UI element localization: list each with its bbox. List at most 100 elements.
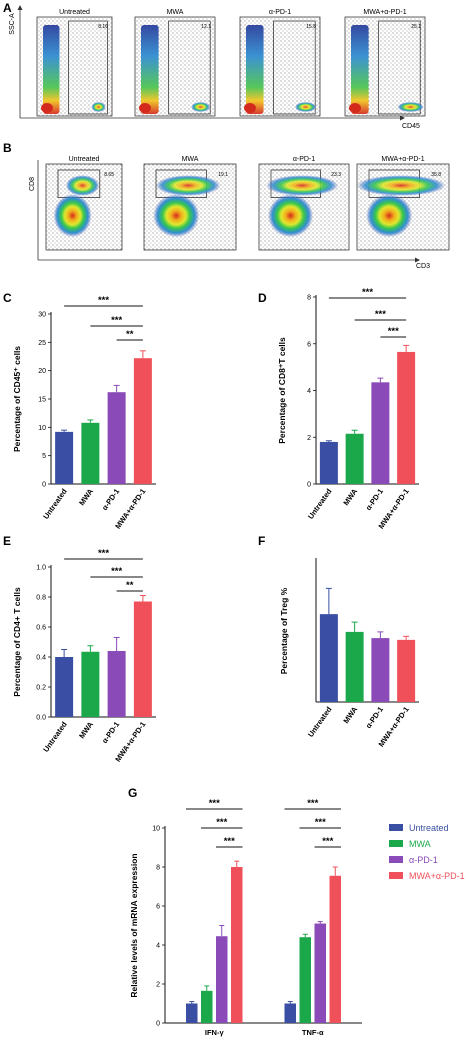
y-tick-label: 4 — [307, 388, 311, 395]
flow-plot-title: MWA+α-PD-1 — [381, 156, 424, 163]
x-tick-label: α-PD-1 — [364, 705, 385, 730]
bar — [55, 657, 74, 717]
flow-plot-title: MWA — [182, 156, 199, 163]
y-tick-label: 0.6 — [36, 625, 46, 632]
panel-letter-f: F — [258, 534, 265, 548]
y-tick-label: 0 — [156, 1021, 160, 1028]
flow-plot-title: MWA+α-PD-1 — [363, 9, 406, 16]
flow-cluster-main — [366, 194, 413, 238]
x-tick-label: α-PD-1 — [364, 487, 385, 512]
flow-b-x-arrowhead — [415, 257, 420, 263]
chart-e: E 0.0 0.2 0.4 0.6 0.8 1.0 Percentage of CD4+ T … — [3, 534, 156, 764]
flow-panel-b: B CD8 CD3 Untreated 8.65 MWA 19.1 α-PD-1 23.3… — [3, 141, 450, 270]
flow-density-core — [139, 103, 151, 113]
flow-plot-3: α-PD-1 23.3 — [258, 156, 350, 251]
significance-label: *** — [111, 566, 122, 577]
bar — [319, 441, 338, 484]
flow-cluster-upper — [155, 175, 221, 196]
significance-label: *** — [224, 836, 235, 847]
flow-plot-3: α-PD-1 15.8 — [239, 9, 321, 117]
flow-plot-4: MWA+α-PD-1 25.1 — [344, 9, 426, 117]
flow-plot-2: MWA 12.1 — [134, 9, 216, 117]
flow-gate — [378, 20, 421, 115]
significance-label: *** — [322, 836, 333, 847]
legend-swatch — [389, 856, 403, 863]
y-tick-label: 2 — [307, 435, 311, 442]
flow-gate-value: 35.8 — [431, 172, 441, 178]
flow-gate — [168, 20, 211, 115]
y-tick-label: 0.4 — [36, 655, 46, 662]
flow-cluster-main — [153, 194, 200, 238]
group-label: TNF-α — [302, 1028, 324, 1037]
flow-cluster — [295, 102, 317, 112]
bar — [371, 638, 390, 702]
y-tick-label: 2 — [156, 982, 160, 989]
flow-a-xlabel: CD45 — [402, 123, 420, 130]
flow-a-x-arrowhead — [400, 115, 405, 121]
y-tick-label: 0 — [307, 482, 311, 489]
x-tick-label: α-PD-1 — [100, 720, 121, 745]
legend-swatch — [389, 840, 403, 847]
bar — [329, 875, 341, 1023]
bar — [81, 422, 100, 484]
y-axis-label: Relative levels of mRNA expression — [129, 853, 139, 997]
significance-label: ** — [126, 580, 134, 591]
flow-cluster-upper — [266, 175, 339, 196]
bar — [55, 431, 74, 484]
flow-cluster-upper — [65, 175, 100, 196]
legend-entry: Untreated — [409, 823, 449, 833]
y-tick-label: 0.0 — [36, 715, 46, 722]
x-tick-label: MWA — [77, 487, 95, 508]
bar — [133, 358, 152, 484]
flow-gate-value: 12.1 — [201, 24, 211, 30]
x-tick-label: Untreated — [41, 487, 69, 521]
significance-label: *** — [362, 287, 373, 298]
x-tick-label: α-PD-1 — [100, 487, 121, 512]
bar — [107, 651, 126, 717]
bar — [314, 923, 326, 1023]
bar — [397, 351, 416, 484]
legend-entry: MWA — [409, 839, 431, 849]
flow-gate-value: 8.65 — [104, 172, 114, 178]
flow-gate — [273, 20, 316, 115]
bar — [133, 601, 152, 717]
panel-letter-b: B — [3, 141, 12, 155]
bar — [231, 867, 243, 1023]
y-tick-label: 8 — [156, 865, 160, 872]
flow-density-band — [351, 25, 369, 114]
y-axis-label: Percentage of CD8⁺T cells — [277, 337, 287, 444]
y-tick-label: 6 — [156, 904, 160, 911]
bar — [319, 614, 338, 702]
significance-label: *** — [307, 798, 318, 809]
bar — [345, 433, 364, 484]
significance-label: *** — [315, 817, 326, 828]
flow-gate-value: 15.8 — [306, 24, 316, 30]
bar — [216, 936, 228, 1023]
significance-label: ** — [126, 329, 134, 340]
significance-label: *** — [375, 309, 386, 320]
x-tick-label: MWA — [341, 705, 359, 726]
flow-plot-4: MWA+α-PD-1 35.8 — [356, 156, 450, 251]
x-tick-label: Untreated — [306, 705, 334, 739]
bar — [371, 382, 390, 484]
flow-plot-title: α-PD-1 — [269, 9, 291, 16]
flow-cluster-main — [268, 194, 313, 238]
flow-b-ylabel: CD8 — [29, 177, 36, 191]
flow-panel-a: A SSC-A CD45 Untreated 8.16 MWA 12.1 α-PD-1 1… — [3, 1, 426, 130]
y-tick-label: 5 — [42, 453, 46, 460]
y-tick-label: 30 — [38, 312, 46, 319]
x-tick-label: Untreated — [306, 487, 334, 521]
chart-d: D 0 2 4 6 8 Percentage of CD8⁺T cells Untreated… — [258, 287, 419, 531]
flow-cluster — [397, 102, 424, 112]
y-tick-label: 20 — [38, 368, 46, 375]
y-tick-label: 25 — [38, 340, 46, 347]
legend-entry: α-PD-1 — [409, 855, 438, 865]
flow-plot-title: Untreated — [69, 156, 100, 163]
flow-a-y-arrowhead — [17, 5, 23, 10]
flow-density-band — [43, 25, 60, 114]
y-tick-label: 0.2 — [36, 685, 46, 692]
significance-label: *** — [98, 295, 109, 306]
flow-density-core — [41, 103, 53, 113]
y-tick-label: 0 — [42, 482, 46, 489]
